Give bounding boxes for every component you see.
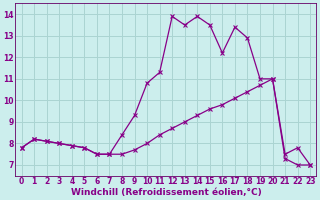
X-axis label: Windchill (Refroidissement éolien,°C): Windchill (Refroidissement éolien,°C) (70, 188, 261, 197)
